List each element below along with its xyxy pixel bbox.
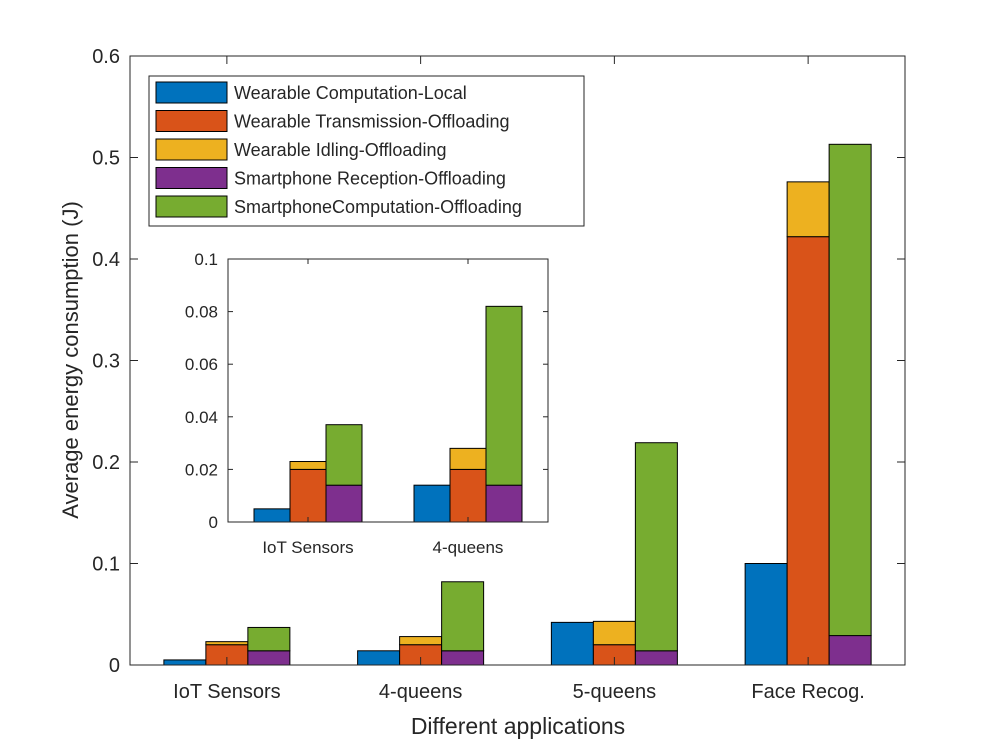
main-bar-segment	[247, 650, 291, 666]
inset-y-tick-label: 0.04	[185, 408, 218, 427]
legend-swatch	[155, 195, 228, 218]
main-bar-segment	[399, 636, 443, 646]
main-y-tick-label: 0.6	[92, 46, 120, 68]
inset-plot: 0 0.02 0.04 0.06 0.08 0.1 IoT Sensors 4-queens	[185, 250, 549, 557]
inset-x-tick-label: 4-queens	[433, 538, 504, 557]
legend-items: Wearable Computation-Local Wearable Trans…	[155, 81, 522, 218]
legend-label: Wearable Transmission-Offloading	[234, 112, 509, 132]
x-axis-label: Different applications	[411, 713, 625, 739]
legend-label: Wearable Computation-Local	[234, 83, 467, 103]
main-y-tick-label: 0.4	[92, 249, 120, 271]
inset-bar-segment	[449, 447, 487, 470]
inset-x-tick-label: IoT Sensors	[262, 538, 353, 557]
main-y-tick-label: 0.1	[92, 554, 120, 576]
main-bar-segment	[786, 181, 830, 238]
legend-swatch	[155, 167, 228, 189]
y-axis-label: Average energy consumption (J)	[58, 201, 83, 519]
main-x-tick-label: Face Recog.	[751, 681, 864, 703]
legend-label: SmartphoneComputation-Offloading	[234, 197, 522, 217]
main-y-tick-label: 0.5	[92, 148, 120, 170]
inset-bar-segment	[289, 468, 327, 523]
legend: Wearable Computation-Local Wearable Trans…	[148, 75, 585, 227]
legend-swatch	[155, 138, 228, 161]
main-y-tick-label: 0	[109, 655, 120, 677]
main-bar-segment	[441, 581, 485, 652]
main-bar-segment	[441, 650, 485, 666]
inset-plot-frame	[227, 258, 549, 523]
inset-y-tick-label: 0.08	[185, 303, 218, 322]
main-bar-segment	[592, 620, 636, 646]
main-x-tick-label: 4-queens	[379, 681, 462, 703]
inset-y-tick-label: 0	[209, 513, 218, 532]
inset-bar-segment	[253, 508, 291, 523]
inset-bar-segment	[325, 484, 363, 523]
legend-swatch	[155, 81, 228, 104]
legend-label: Wearable Idling-Offloading	[234, 140, 446, 160]
inset-y-tick-label: 0.06	[185, 355, 218, 374]
legend-label: Smartphone Reception-Offloading	[234, 169, 506, 189]
main-bars	[163, 143, 872, 666]
inset-bar-segment	[485, 305, 523, 486]
main-x-tick-label: 5-queens	[573, 681, 656, 703]
inset-bar-segment	[289, 461, 327, 470]
main-plot-frame	[129, 55, 906, 666]
inset-bar-segment	[325, 424, 363, 486]
main-bar-segment	[550, 621, 594, 666]
inset-y-tick-label: 0.1	[194, 250, 218, 269]
main-bar-segment	[205, 641, 249, 646]
inset-y-tick-label: 0.02	[185, 460, 218, 479]
main-bar-segment	[786, 236, 830, 666]
legend-swatch	[155, 110, 228, 132]
main-bar-segment	[357, 650, 401, 666]
inset-bar-segment	[413, 484, 451, 523]
main-bar-segment	[634, 442, 678, 652]
main-ticks: 0 0.1 0.2 0.3 0.4 0.5 0.6 IoT Sensors 4-queens 5-…	[92, 46, 905, 703]
main-bar-segment	[634, 650, 678, 666]
main-bar-segment	[247, 626, 291, 652]
main-y-tick-label: 0.2	[92, 452, 120, 474]
inset-bar-segment	[449, 468, 487, 523]
main-y-tick-label: 0.3	[92, 351, 120, 373]
inset-ticks: 0 0.02 0.04 0.06 0.08 0.1 IoT Sensors 4-queens	[185, 250, 548, 557]
main-bar-segment	[828, 143, 872, 637]
main-bar-segment	[744, 563, 788, 666]
main-bar-segment	[163, 659, 207, 666]
main-bar-segment	[828, 635, 872, 666]
inset-bar-segment	[485, 484, 523, 523]
main-x-tick-label: IoT Sensors	[173, 681, 280, 703]
